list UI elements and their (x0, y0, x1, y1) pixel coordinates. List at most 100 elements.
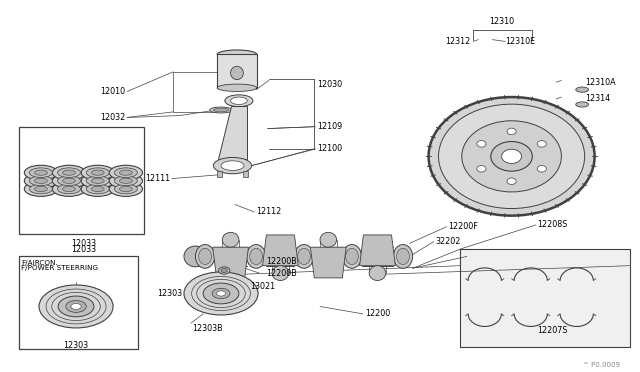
Ellipse shape (29, 176, 52, 186)
Ellipse shape (86, 176, 109, 186)
Ellipse shape (507, 178, 516, 185)
Ellipse shape (52, 182, 86, 196)
Ellipse shape (71, 304, 81, 310)
Ellipse shape (109, 173, 143, 188)
Ellipse shape (115, 176, 138, 186)
Ellipse shape (212, 288, 230, 299)
Bar (19, 256, 138, 349)
Text: 12033: 12033 (71, 244, 96, 253)
Text: 12010: 12010 (100, 87, 125, 96)
Polygon shape (262, 235, 298, 266)
Text: 12310E: 12310E (505, 37, 535, 46)
Ellipse shape (92, 178, 104, 183)
Ellipse shape (246, 244, 266, 268)
Ellipse shape (24, 182, 58, 196)
Ellipse shape (298, 248, 310, 264)
Bar (19, 127, 145, 234)
Text: 12200F: 12200F (448, 222, 477, 231)
Ellipse shape (346, 248, 358, 264)
Text: 12100: 12100 (317, 144, 342, 153)
Ellipse shape (491, 141, 532, 171)
Ellipse shape (369, 266, 386, 280)
Text: 12112: 12112 (256, 208, 282, 217)
Text: 12303B: 12303B (192, 324, 223, 333)
Ellipse shape (29, 168, 52, 177)
Bar (243, 171, 248, 177)
Ellipse shape (109, 182, 143, 196)
Ellipse shape (320, 232, 337, 247)
Ellipse shape (230, 66, 243, 80)
Polygon shape (218, 106, 246, 159)
Bar (217, 171, 222, 177)
Ellipse shape (216, 291, 225, 296)
Ellipse shape (221, 161, 244, 170)
Text: 12208S: 12208S (537, 221, 568, 230)
Ellipse shape (52, 173, 86, 188)
Ellipse shape (120, 178, 132, 183)
Ellipse shape (537, 166, 547, 172)
Ellipse shape (63, 170, 76, 175)
Ellipse shape (35, 170, 47, 175)
Ellipse shape (115, 184, 138, 194)
Text: 32202: 32202 (435, 237, 460, 246)
Text: 13021: 13021 (250, 282, 275, 291)
Ellipse shape (52, 165, 86, 180)
Ellipse shape (66, 301, 86, 312)
Ellipse shape (92, 186, 104, 192)
Ellipse shape (342, 244, 362, 268)
Text: 12033: 12033 (71, 239, 96, 248)
Polygon shape (360, 235, 396, 266)
Ellipse shape (81, 182, 115, 196)
Ellipse shape (58, 184, 81, 194)
Ellipse shape (63, 186, 76, 192)
Ellipse shape (502, 149, 522, 163)
Ellipse shape (29, 184, 52, 194)
Ellipse shape (209, 107, 232, 113)
Ellipse shape (24, 165, 58, 180)
Ellipse shape (272, 266, 289, 280)
Ellipse shape (438, 104, 585, 209)
Text: 12030: 12030 (317, 80, 342, 89)
Ellipse shape (217, 50, 257, 59)
Text: 12310: 12310 (490, 17, 515, 26)
Ellipse shape (35, 178, 47, 183)
Ellipse shape (184, 246, 207, 267)
Ellipse shape (507, 128, 516, 135)
Ellipse shape (184, 272, 258, 315)
Bar (461, 249, 630, 347)
Text: 12200B: 12200B (266, 257, 296, 266)
Ellipse shape (92, 170, 104, 175)
Ellipse shape (195, 244, 214, 268)
Ellipse shape (24, 173, 58, 188)
Ellipse shape (120, 186, 132, 192)
Bar (217, 54, 257, 88)
Ellipse shape (35, 186, 47, 192)
Text: F/AIRCON.: F/AIRCON. (21, 260, 58, 266)
Ellipse shape (397, 248, 410, 264)
Ellipse shape (81, 165, 115, 180)
Ellipse shape (225, 95, 253, 107)
Ellipse shape (429, 97, 595, 216)
Ellipse shape (250, 248, 262, 264)
Ellipse shape (462, 121, 561, 192)
Ellipse shape (576, 102, 589, 107)
Text: 12032: 12032 (100, 113, 125, 122)
Ellipse shape (120, 170, 132, 175)
Ellipse shape (221, 268, 227, 273)
Ellipse shape (294, 244, 314, 268)
Ellipse shape (217, 84, 257, 92)
Text: 12207S: 12207S (537, 326, 568, 335)
Ellipse shape (213, 108, 228, 112)
Ellipse shape (86, 184, 109, 194)
Ellipse shape (203, 283, 239, 304)
Ellipse shape (115, 168, 138, 177)
Ellipse shape (39, 285, 113, 328)
Ellipse shape (218, 267, 230, 274)
Ellipse shape (58, 168, 81, 177)
Ellipse shape (63, 178, 76, 183)
Ellipse shape (198, 248, 211, 264)
Ellipse shape (537, 141, 547, 147)
Ellipse shape (81, 173, 115, 188)
Ellipse shape (86, 168, 109, 177)
Text: 12310A: 12310A (585, 78, 616, 87)
